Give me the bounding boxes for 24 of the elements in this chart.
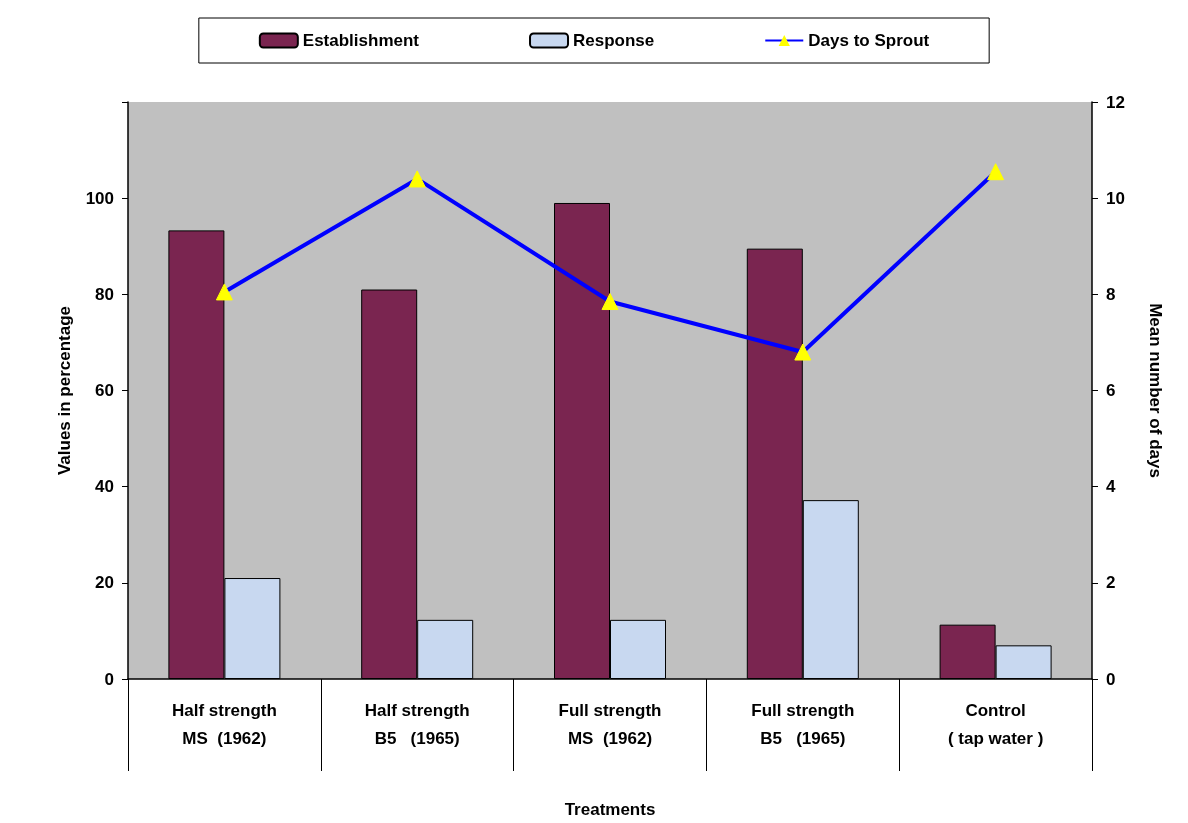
x-axis-title: Treatments [564, 800, 656, 819]
y-axis-title: Values in percentage [55, 305, 74, 476]
y2-tick-label: 2 [1106, 573, 1116, 593]
y-tick-label: 0 [104, 669, 114, 689]
legend-label: Establishment [302, 31, 420, 50]
y-tick-label: 40 [95, 477, 114, 497]
x-tick-label: Full strength MS (1962) [558, 700, 662, 748]
y2-tick-label: 0 [1106, 669, 1116, 689]
y2-tick-label: 6 [1106, 381, 1116, 400]
y2-axis-title: Mean number of days [1146, 303, 1165, 478]
y2-tick-label: 10 [1106, 188, 1125, 208]
x-tick-label: Half strength B5 (1965) [364, 700, 470, 748]
y2-tick-label: 12 [1106, 92, 1125, 112]
y2-tick-label: 4 [1106, 477, 1116, 497]
legend-label: Days to Sprout [808, 31, 930, 50]
y2-tick-label: 8 [1106, 284, 1116, 304]
legend-label: Response [573, 31, 655, 50]
y-tick-label: 20 [95, 573, 114, 593]
x-tick-label: Half strength MS (1962) [171, 700, 277, 748]
y-tick-label: 80 [95, 284, 114, 304]
y-tick-label: 60 [95, 381, 114, 400]
x-tick-label: Full strength B5 (1965) [751, 700, 855, 748]
y-tick-label: 100 [85, 188, 114, 208]
x-tick-label: Control ( tap water ) [947, 700, 1044, 748]
